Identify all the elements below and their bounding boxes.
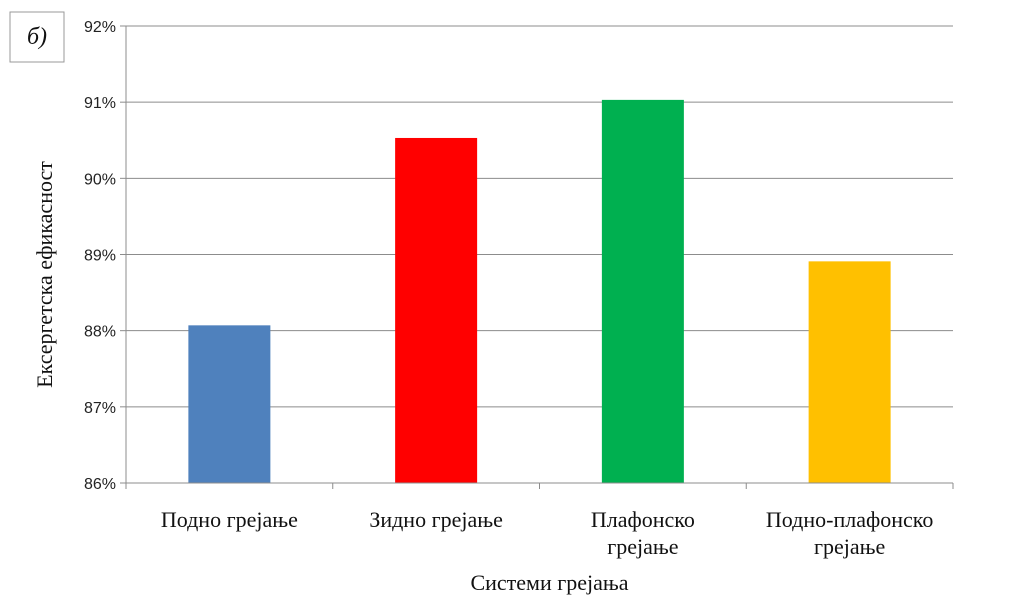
x-tick-label: Зидно грејање: [369, 507, 503, 532]
x-tick-label: Подно-плафонско грејање: [766, 507, 933, 559]
x-tick-label: Плафонско грејање: [591, 507, 695, 559]
y-axis-ticks: 86% 87% 88% 89% 90% 91% 92%: [84, 19, 126, 493]
x-axis-labels: Подно грејање Зидно грејање Плафонско греја…: [161, 507, 934, 559]
y-tick-label: 88%: [84, 324, 116, 341]
bar: [395, 137, 478, 483]
y-axis-title: Ексергетска ефикасност: [32, 161, 57, 388]
y-tick-label: 89%: [84, 248, 116, 265]
panel-label-box: б): [9, 11, 65, 63]
axes: [125, 26, 954, 489]
y-tick-label: 87%: [84, 400, 116, 417]
y-tick-label: 90%: [84, 171, 116, 188]
x-axis-title: Системи грејања: [470, 570, 628, 595]
bar: [188, 325, 271, 483]
panel-label: б): [27, 24, 47, 50]
bars: [188, 99, 891, 484]
bar: [601, 99, 684, 484]
y-tick-label: 92%: [84, 19, 116, 36]
y-tick-label: 86%: [84, 476, 116, 493]
x-tick-label: Подно грејање: [161, 507, 298, 532]
y-tick-label: 91%: [84, 95, 116, 112]
bar: [808, 261, 891, 483]
